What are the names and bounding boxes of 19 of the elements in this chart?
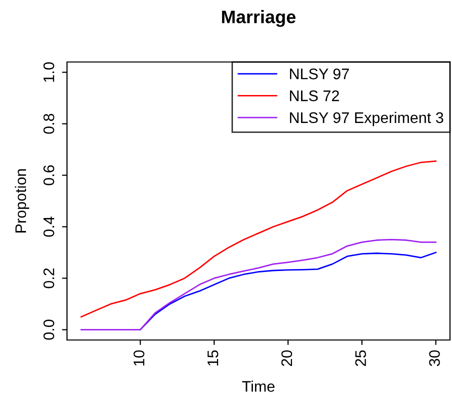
x-tick-label: 25 — [355, 350, 366, 366]
x-axis-title: Time — [242, 380, 275, 392]
legend-label: NLS 72 — [290, 90, 339, 102]
x-tick-label: 20 — [281, 350, 292, 366]
legend-label: NLSY 97 Experiment 3 — [290, 112, 444, 126]
y-tick-label: 0.4 — [43, 216, 54, 237]
y-tick-label: 0.6 — [43, 165, 54, 186]
y-tick-label: 0.8 — [43, 114, 54, 134]
x-tick-label: 15 — [208, 350, 218, 366]
line-series — [80, 238, 437, 330]
x-tick-label: 30 — [429, 350, 440, 366]
chart-title: Marriage — [222, 10, 296, 27]
line-series — [80, 160, 437, 318]
x-tick-label: 10 — [134, 350, 144, 366]
y-tick-label: 0.2 — [43, 268, 54, 288]
y-tick-label: 0.0 — [43, 320, 54, 340]
y-axis-title: Propotion — [14, 169, 30, 232]
y-tick-label: 1.0 — [43, 62, 54, 82]
legend-label: NLSY 97 — [290, 68, 349, 80]
